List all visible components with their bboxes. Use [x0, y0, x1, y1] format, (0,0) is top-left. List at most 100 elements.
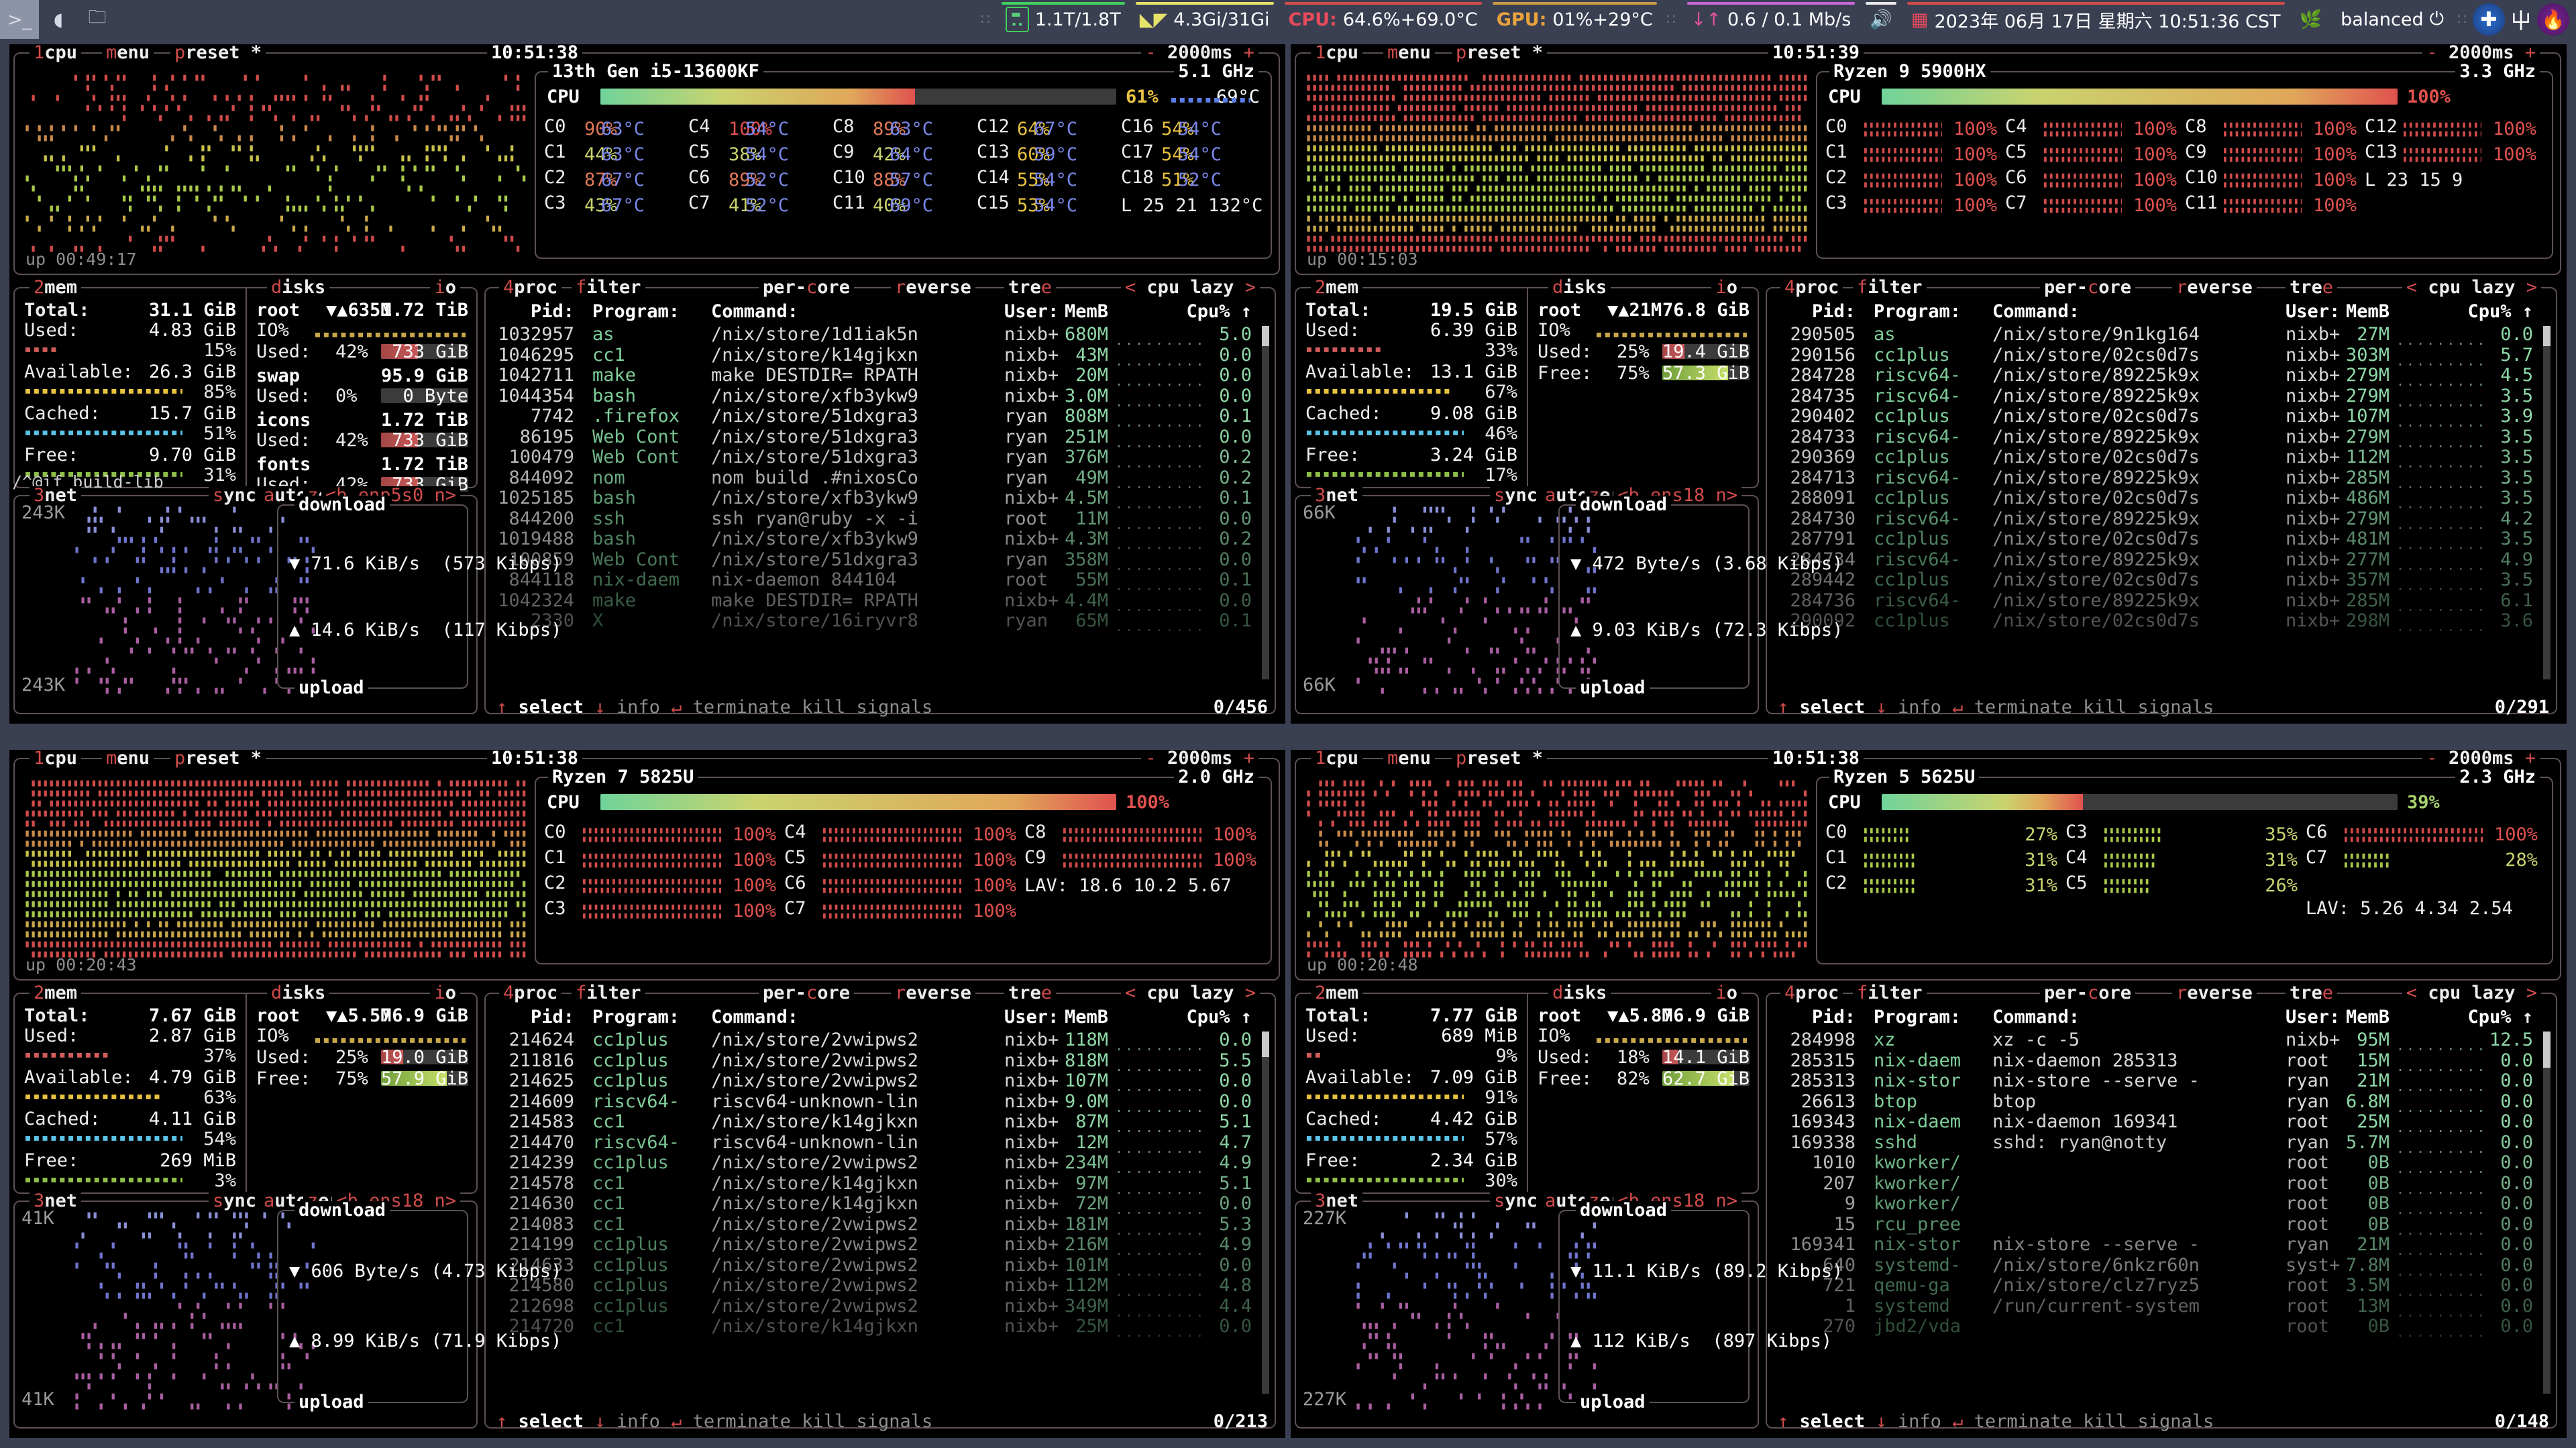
decrease-interval-button[interactable]: -: [2426, 750, 2449, 769]
increase-interval-button[interactable]: +: [2514, 750, 2536, 769]
table-row[interactable]: 207 kworker/root 0B......... 0.0: [1767, 1173, 2556, 1197]
update-interval[interactable]: - 2000ms +: [2422, 44, 2540, 62]
terminate-action[interactable]: terminate: [1974, 697, 2084, 718]
table-row[interactable]: 844092 nom nom build .#nixosCo ryan 49M.....…: [486, 467, 1275, 492]
enter-icon[interactable]: ↵: [671, 1411, 693, 1432]
proc-scrollbar-thumb[interactable]: [2543, 1032, 2551, 1068]
proc-box-label[interactable]: 4proc: [499, 278, 562, 297]
table-row[interactable]: 214633 cc1plus/nix/store/2vwipws2 nixb+ 101…: [486, 1255, 1275, 1279]
table-row[interactable]: 169341 nix-stor nix-store --serve - ryan 21M…: [1767, 1234, 2556, 1258]
filter-button[interactable]: filter: [1853, 278, 1927, 297]
table-row[interactable]: 214609 riscv64- riscv64-unknown-lin nixb+ 9.…: [486, 1091, 1275, 1115]
terminate-action[interactable]: terminate: [692, 697, 802, 718]
select-action[interactable]: select: [518, 697, 595, 718]
table-row[interactable]: 1019488 bash/nix/store/xfb3ykw9 nixb+ 4.3M.…: [486, 528, 1275, 553]
disks-box-label[interactable]: disks: [1548, 984, 1611, 1003]
volume-module[interactable]: 🔊: [1860, 0, 1902, 39]
table-row[interactable]: 287791 cc1plus/nix/store/02cs0d7s nixb+ 481…: [1767, 528, 2556, 553]
select-up-icon[interactable]: ↑: [496, 1411, 519, 1432]
cpu-box-label[interactable]: 1cpu: [1311, 44, 1363, 62]
update-interval[interactable]: - 2000ms +: [1141, 44, 1258, 62]
decrease-interval-button[interactable]: -: [2426, 44, 2449, 63]
io-toggle[interactable]: io: [1711, 278, 1741, 297]
table-row[interactable]: 214624 cc1plus/nix/store/2vwipws2 nixb+ 118…: [486, 1029, 1275, 1054]
tree-toggle[interactable]: tree: [1004, 278, 1057, 297]
menu-button[interactable]: menu: [102, 750, 154, 768]
table-row[interactable]: 284713 riscv64- /nix/store/89225k9x nixb+ 28…: [1767, 467, 2556, 492]
io-toggle[interactable]: io: [430, 278, 460, 297]
table-row[interactable]: 214630 cc1/nix/store/k14gjkxn nixb+ 72M....…: [486, 1193, 1275, 1217]
proc-box-label[interactable]: 4proc: [1780, 278, 1843, 297]
net-box-label[interactable]: 3net: [30, 1192, 82, 1211]
kill-action[interactable]: kill: [802, 697, 857, 718]
update-interval[interactable]: - 2000ms +: [1141, 750, 1258, 768]
sort-selector[interactable]: < cpu lazy >: [1120, 278, 1260, 297]
table-row[interactable]: 214578 cc1/nix/store/k14gjkxn nixb+ 97M....…: [486, 1173, 1275, 1197]
signals-action[interactable]: signals: [2137, 1411, 2214, 1432]
table-row[interactable]: 15 rcu_pree root 0B......... 0.0: [1767, 1214, 2556, 1238]
reverse-toggle[interactable]: reverse: [2172, 984, 2257, 1003]
enter-icon[interactable]: ↵: [1952, 697, 1974, 718]
download-tray-icon[interactable]: 屮: [2510, 8, 2532, 34]
proc-scrollbar[interactable]: [2543, 1032, 2551, 1394]
io-toggle[interactable]: io: [430, 984, 460, 1003]
disks-box-label[interactable]: disks: [267, 278, 330, 297]
table-row[interactable]: 290505 as/nix/store/9n1kg164 nixb+ 27M.....…: [1767, 324, 2556, 348]
table-row[interactable]: 721 qemu-ga/nix/store/clz7ryz5 root 3.5M...…: [1767, 1275, 2556, 1299]
table-row[interactable]: 100859 Web Cont/nix/store/51dxgra3 ryan 358…: [486, 549, 1275, 573]
table-row[interactable]: 640 systemd- /nix/store/6nkzr60n syst+ 7.8M.…: [1767, 1255, 2556, 1279]
table-row[interactable]: 284735 riscv64- /nix/store/89225k9x nixb+ 27…: [1767, 386, 2556, 410]
table-row[interactable]: 169343 nix-daem nix-daemon 169341 root 25M..…: [1767, 1111, 2556, 1135]
terminal-launcher[interactable]: >_: [0, 0, 39, 39]
per-core-toggle[interactable]: per-core: [2040, 984, 2136, 1003]
table-row[interactable]: 1042711 make make DESTDIR= RPATH nixb+ 20M..…: [486, 365, 1275, 389]
table-row[interactable]: 214239 cc1plus/nix/store/2vwipws2 nixb+ 234…: [486, 1152, 1275, 1176]
info-action[interactable]: info: [1897, 697, 1953, 718]
sync-toggle[interactable]: sync: [208, 486, 260, 505]
info-action[interactable]: info: [616, 1411, 672, 1432]
table-row[interactable]: 211816 cc1plus/nix/store/2vwipws2 nixb+ 818…: [486, 1050, 1275, 1074]
table-row[interactable]: 844118 nix-daem nix-daemon 844104 root 55M..…: [486, 569, 1275, 594]
table-row[interactable]: 1046295 cc1/nix/store/k14gjkxn nixb+ 43M...…: [486, 345, 1275, 369]
sync-toggle[interactable]: sync: [1489, 486, 1542, 505]
enter-icon[interactable]: ↵: [1952, 1411, 1974, 1432]
table-row[interactable]: 284734 riscv64- /nix/store/89225k9x nixb+ 27…: [1767, 549, 2556, 573]
power-profile-module[interactable]: balanced ⏻: [2331, 0, 2453, 39]
table-row[interactable]: 290156 cc1plus/nix/store/02cs0d7s nixb+ 303…: [1767, 345, 2556, 369]
decrease-interval-button[interactable]: -: [1145, 44, 1167, 63]
sort-selector[interactable]: < cpu lazy >: [2402, 278, 2541, 297]
proc-header-cpu[interactable]: Cpu% ↑: [1186, 301, 1252, 323]
info-action[interactable]: info: [616, 697, 672, 718]
preset-button[interactable]: preset *: [1452, 750, 1548, 768]
table-row[interactable]: 214083 cc1/nix/store/2vwipws2 nixb+ 181M...…: [486, 1214, 1275, 1238]
preset-button[interactable]: preset *: [1452, 44, 1548, 62]
table-row[interactable]: 212698 cc1plus/nix/store/2vwipws2 nixb+ 349…: [486, 1296, 1275, 1320]
filter-button[interactable]: filter: [572, 278, 645, 297]
proc-box-label[interactable]: 4proc: [1780, 984, 1843, 1003]
signals-action[interactable]: signals: [856, 1411, 933, 1432]
kill-action[interactable]: kill: [2083, 697, 2138, 718]
table-row[interactable]: 1025185 bash/nix/store/xfb3ykw9 nixb+ 4.5M.…: [486, 488, 1275, 512]
files-launcher[interactable]: 🗀: [78, 0, 117, 39]
preset-button[interactable]: preset *: [170, 750, 266, 768]
kill-action[interactable]: kill: [802, 1411, 857, 1432]
decrease-interval-button[interactable]: -: [1145, 750, 1167, 769]
disks-box-label[interactable]: disks: [267, 984, 330, 1003]
terminate-action[interactable]: terminate: [1974, 1411, 2084, 1432]
table-row[interactable]: 1044354 bash/nix/store/xfb3ykw9 nixb+ 3.0M.…: [486, 386, 1275, 410]
signals-action[interactable]: signals: [2137, 697, 2214, 718]
increase-interval-button[interactable]: +: [2514, 44, 2536, 63]
table-row[interactable]: 290092 cc1plus/nix/store/02cs0d7s nixb+ 298…: [1767, 610, 2556, 634]
terminate-action[interactable]: terminate: [692, 1411, 802, 1432]
signals-action[interactable]: signals: [856, 697, 933, 718]
select-action[interactable]: select: [1799, 1411, 1876, 1432]
per-core-toggle[interactable]: per-core: [759, 984, 855, 1003]
table-row[interactable]: 290369 cc1plus/nix/store/02cs0d7s nixb+ 112…: [1767, 447, 2556, 471]
kill-action[interactable]: kill: [2083, 1411, 2138, 1432]
table-row[interactable]: 1 systemd/run/current-system root 13M......…: [1767, 1296, 2556, 1320]
per-core-toggle[interactable]: per-core: [759, 278, 855, 297]
cpu-module[interactable]: CPU: 64.6%+69.0°C: [1279, 0, 1487, 39]
disks-box-label[interactable]: disks: [1548, 278, 1611, 297]
filter-button[interactable]: filter: [1853, 984, 1927, 1003]
select-up-icon[interactable]: ↑: [1778, 697, 1800, 718]
